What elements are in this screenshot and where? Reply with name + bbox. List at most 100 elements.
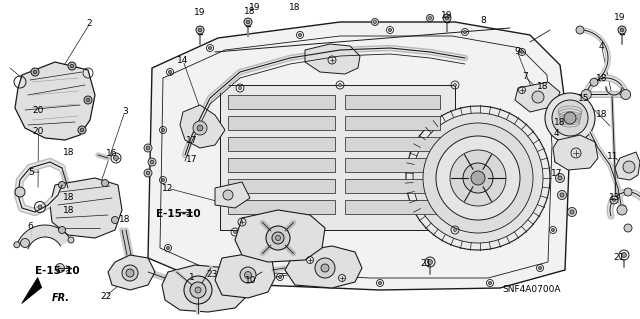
Polygon shape [553, 135, 598, 170]
Text: 21: 21 [420, 259, 431, 268]
Polygon shape [345, 116, 440, 130]
Text: 17: 17 [186, 136, 198, 145]
Polygon shape [48, 226, 52, 237]
Text: 9: 9 [515, 47, 520, 56]
Text: 13: 13 [609, 193, 620, 202]
Polygon shape [58, 233, 67, 243]
Text: 6: 6 [28, 222, 33, 231]
Circle shape [111, 217, 118, 224]
Polygon shape [18, 240, 29, 247]
Text: 18: 18 [596, 110, 607, 119]
Polygon shape [235, 210, 325, 262]
Polygon shape [19, 239, 30, 246]
Circle shape [339, 84, 342, 86]
Polygon shape [24, 232, 33, 242]
Text: FR.: FR. [52, 293, 70, 302]
Circle shape [198, 28, 202, 32]
Polygon shape [56, 232, 65, 242]
Text: 1: 1 [189, 273, 195, 282]
Text: SNF4A0700A: SNF4A0700A [502, 285, 561, 294]
Circle shape [315, 258, 335, 278]
Circle shape [58, 226, 65, 234]
Circle shape [144, 144, 152, 152]
Circle shape [548, 88, 552, 92]
Text: 5: 5 [28, 168, 33, 177]
Text: E-15-10: E-15-10 [156, 209, 200, 219]
Circle shape [146, 171, 150, 175]
Circle shape [612, 198, 616, 202]
Polygon shape [228, 158, 335, 172]
Circle shape [564, 112, 576, 124]
Text: 19: 19 [249, 3, 260, 11]
Circle shape [463, 163, 493, 193]
Text: 2: 2 [87, 19, 92, 28]
Circle shape [560, 193, 564, 197]
Circle shape [428, 259, 433, 264]
Circle shape [244, 271, 252, 278]
Text: 18: 18 [289, 3, 300, 11]
Circle shape [146, 146, 150, 150]
Circle shape [223, 190, 233, 200]
Polygon shape [162, 265, 248, 312]
Text: 17: 17 [551, 169, 563, 178]
Circle shape [371, 19, 378, 26]
Text: 4: 4 [599, 42, 604, 51]
Polygon shape [285, 246, 362, 288]
Circle shape [298, 33, 301, 36]
Circle shape [624, 188, 632, 196]
Circle shape [240, 267, 256, 283]
Circle shape [406, 106, 550, 250]
Circle shape [532, 91, 544, 103]
Circle shape [557, 159, 559, 161]
Polygon shape [51, 227, 57, 239]
Polygon shape [345, 158, 440, 172]
Circle shape [552, 228, 554, 232]
Polygon shape [148, 22, 570, 290]
Polygon shape [49, 226, 54, 238]
Text: 18: 18 [244, 7, 255, 16]
Circle shape [38, 205, 42, 209]
Circle shape [168, 70, 172, 73]
Circle shape [150, 160, 154, 164]
Circle shape [184, 276, 212, 304]
Polygon shape [45, 225, 47, 237]
Circle shape [463, 31, 467, 33]
Polygon shape [305, 44, 360, 74]
Polygon shape [108, 255, 155, 290]
Text: 18: 18 [63, 148, 75, 157]
Text: 19: 19 [441, 11, 452, 20]
Text: 19: 19 [614, 13, 625, 22]
Circle shape [78, 126, 86, 134]
Circle shape [623, 161, 635, 173]
Circle shape [610, 196, 618, 204]
Polygon shape [40, 225, 43, 237]
Polygon shape [26, 231, 35, 241]
Circle shape [196, 26, 204, 34]
Polygon shape [220, 85, 455, 230]
Circle shape [618, 26, 626, 34]
Text: 21: 21 [614, 253, 625, 262]
Text: 18: 18 [596, 74, 607, 83]
Polygon shape [22, 278, 42, 303]
Circle shape [31, 68, 39, 76]
Circle shape [80, 128, 84, 132]
Text: 3: 3 [122, 107, 127, 116]
Circle shape [388, 28, 392, 32]
Text: 7: 7 [522, 72, 527, 81]
Text: 11: 11 [607, 152, 619, 161]
Circle shape [538, 266, 541, 270]
Circle shape [275, 235, 280, 241]
Circle shape [86, 98, 90, 102]
Polygon shape [228, 116, 335, 130]
Circle shape [266, 226, 290, 250]
Text: 20: 20 [33, 106, 44, 115]
Polygon shape [228, 95, 335, 109]
Circle shape [126, 269, 134, 277]
Circle shape [58, 182, 65, 189]
Circle shape [102, 180, 109, 187]
Circle shape [557, 190, 566, 199]
Polygon shape [17, 241, 29, 248]
Polygon shape [35, 226, 40, 238]
Polygon shape [53, 228, 60, 240]
Circle shape [209, 47, 211, 49]
